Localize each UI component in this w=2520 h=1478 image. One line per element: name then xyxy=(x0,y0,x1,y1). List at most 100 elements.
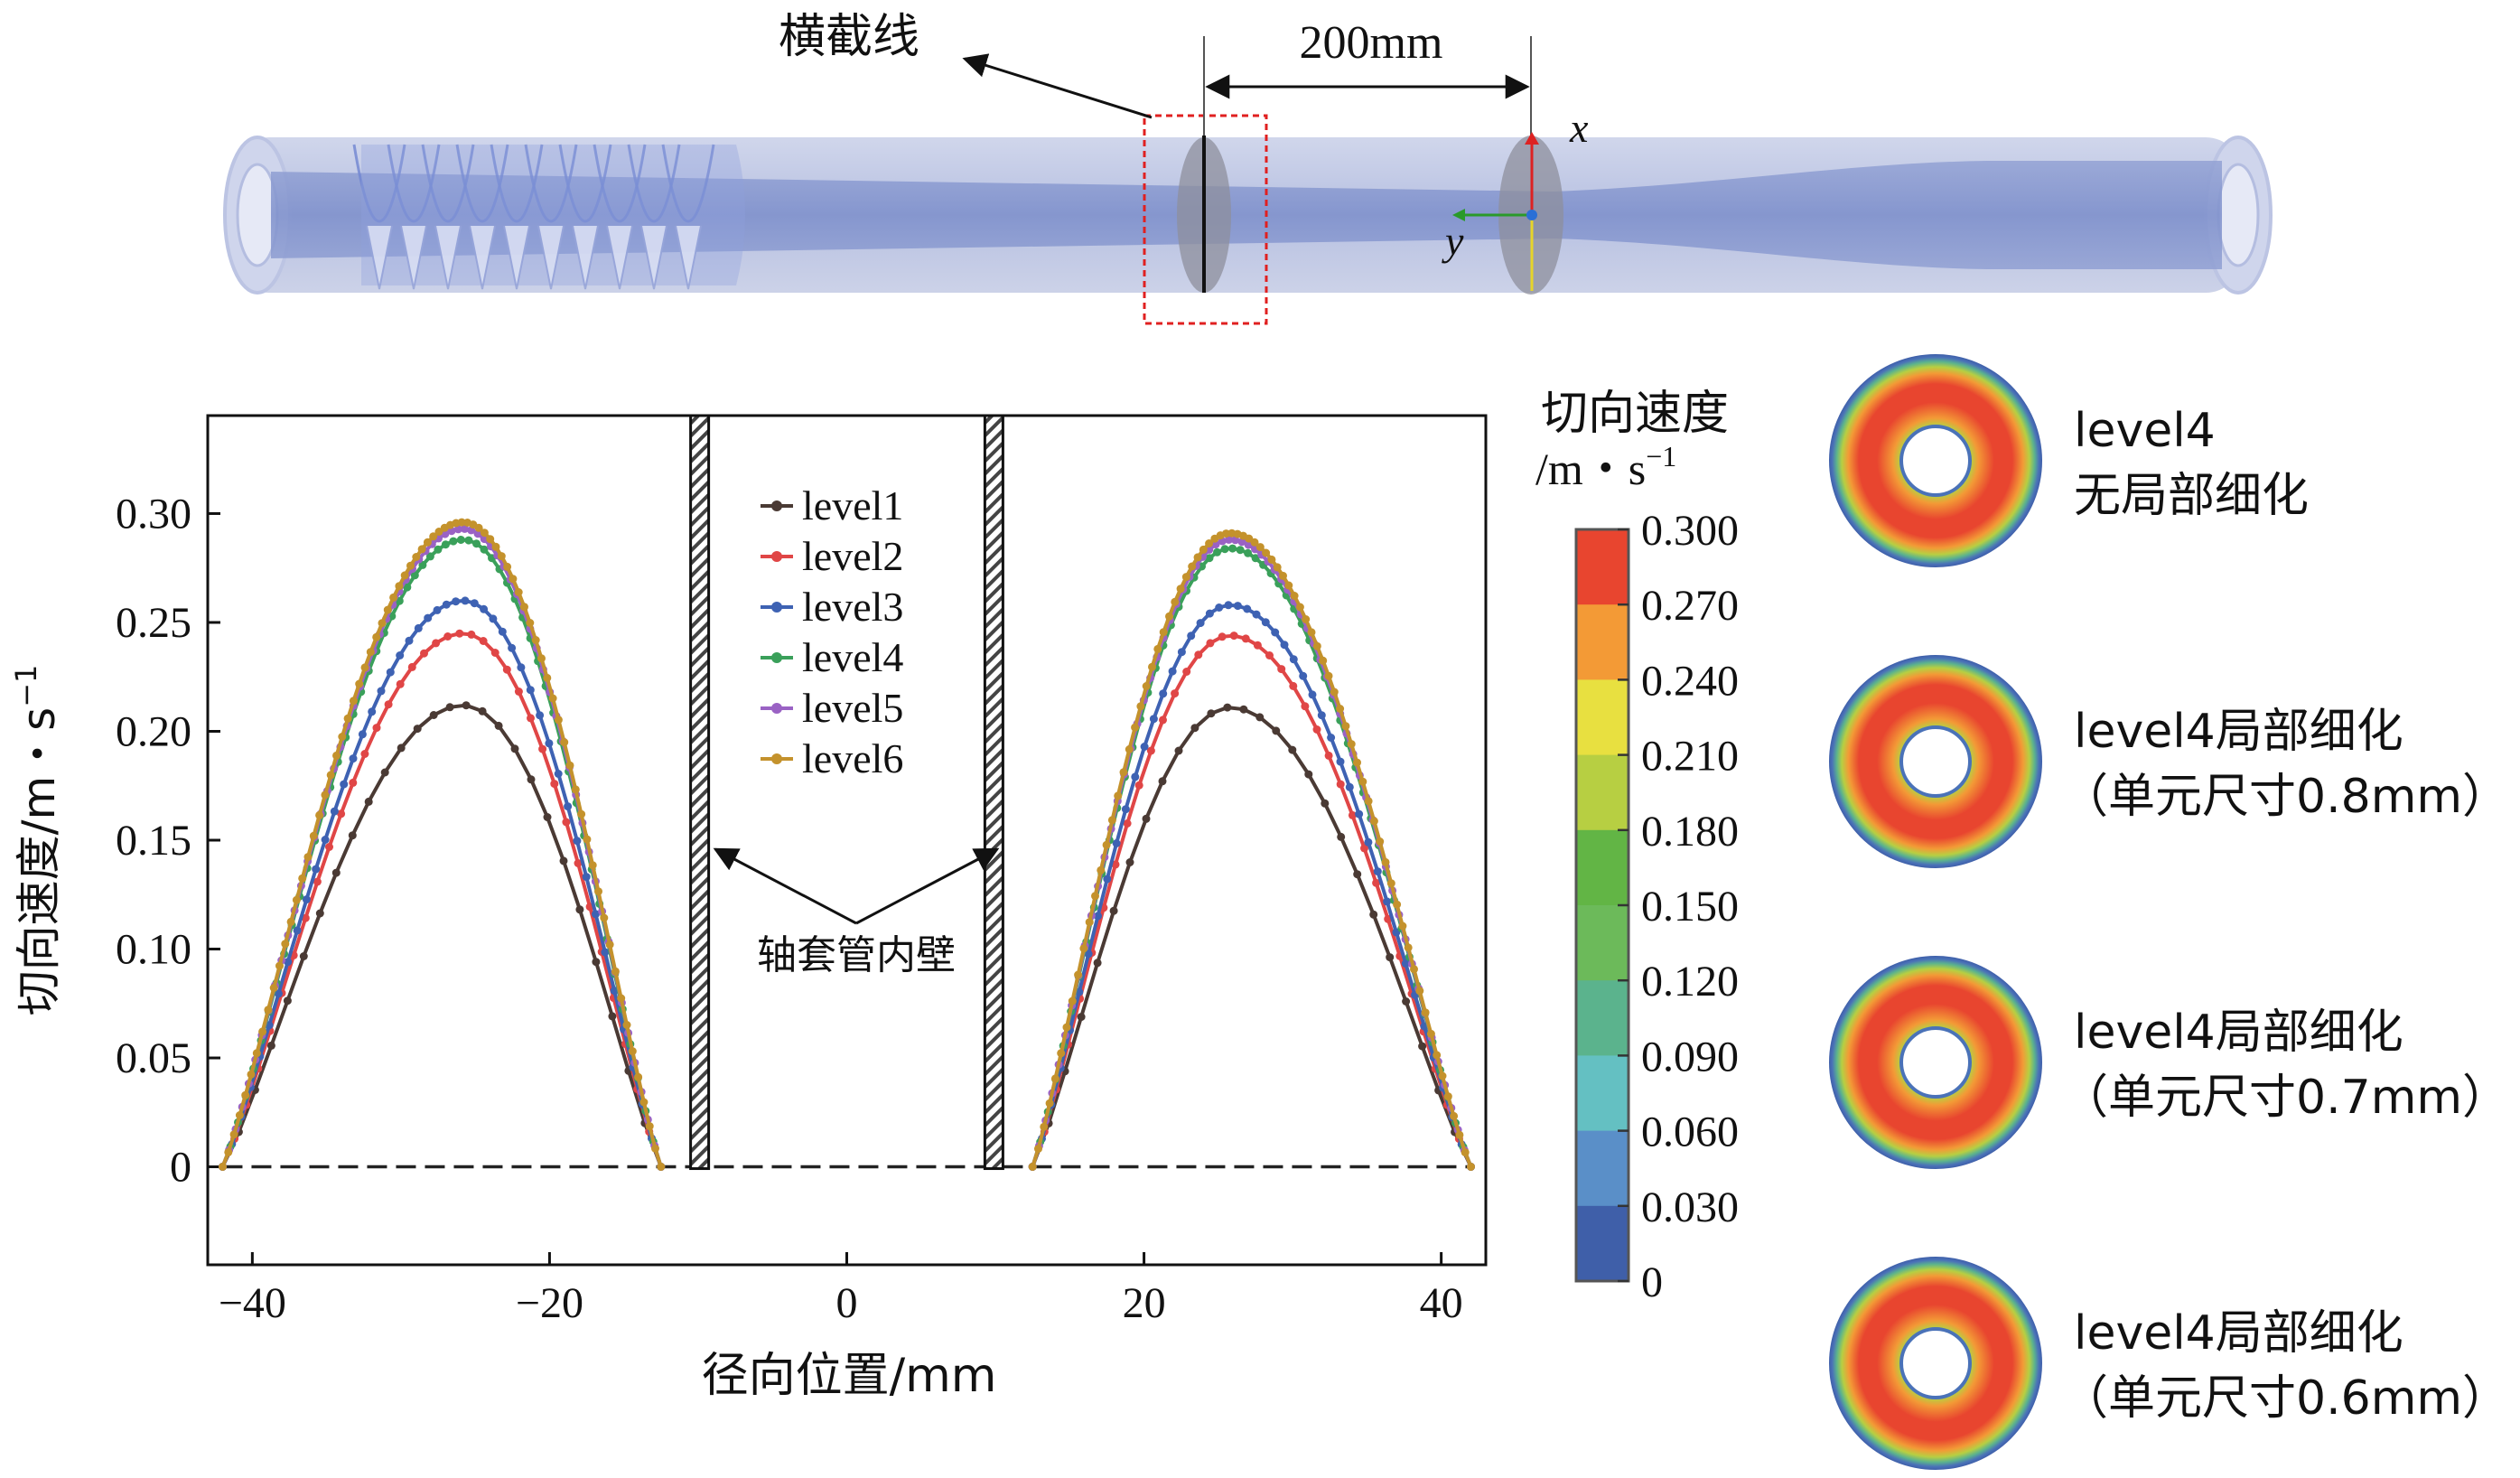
colorbar-band xyxy=(1576,980,1629,1056)
data-point xyxy=(1107,816,1116,825)
data-point xyxy=(1386,879,1395,888)
data-point xyxy=(337,809,346,819)
colorbar-tick-label: 0.090 xyxy=(1641,1033,1739,1080)
data-point xyxy=(592,910,600,919)
colorbar-band xyxy=(1576,529,1629,605)
data-point xyxy=(312,865,321,874)
y-axis-label-main: 切向速度/m・s xyxy=(13,707,65,1016)
contour-label-line1: level4 xyxy=(2074,404,2216,458)
wall-arrow-right xyxy=(855,847,1000,925)
helical-blade-housing xyxy=(361,145,745,285)
data-point xyxy=(480,529,489,538)
data-point xyxy=(1461,1148,1470,1157)
data-point xyxy=(478,706,487,716)
data-point xyxy=(1433,1051,1442,1060)
data-point xyxy=(1084,949,1093,959)
data-point xyxy=(1250,538,1259,547)
data-point xyxy=(461,524,469,533)
data-point xyxy=(1336,757,1345,766)
contour-panels: level4无局部细化level4局部细化（单元尺寸0.8mm）level4局部… xyxy=(1829,354,2509,1470)
data-point xyxy=(434,528,443,536)
y-tick-label: 0 xyxy=(170,1144,191,1192)
data-point xyxy=(264,1006,273,1015)
x-tick-label: 0 xyxy=(836,1279,858,1327)
data-point xyxy=(1218,632,1227,641)
data-point xyxy=(453,525,462,534)
data-point xyxy=(1102,840,1111,849)
data-point xyxy=(474,523,483,532)
data-point xyxy=(1181,573,1190,582)
data-point xyxy=(1119,768,1128,777)
data-point xyxy=(1050,1074,1059,1083)
data-point xyxy=(1153,644,1162,653)
data-point xyxy=(298,874,307,883)
data-point xyxy=(396,651,405,659)
data-point xyxy=(423,538,432,547)
data-point xyxy=(1244,548,1253,557)
data-point xyxy=(1255,543,1265,552)
series-line xyxy=(220,527,663,1168)
data-point xyxy=(252,1049,261,1058)
helical-blade xyxy=(572,225,599,290)
data-point xyxy=(657,1163,666,1171)
data-point xyxy=(601,948,610,957)
data-point xyxy=(1109,906,1118,915)
data-point xyxy=(1148,662,1156,671)
colorbar-tick-label: 0.150 xyxy=(1641,883,1739,931)
data-point xyxy=(332,751,341,760)
data-point xyxy=(1168,667,1177,676)
data-point xyxy=(299,952,308,960)
colorbar-tick-label: 0.030 xyxy=(1641,1183,1739,1231)
data-point xyxy=(1438,1071,1447,1080)
data-point xyxy=(497,552,506,561)
axis-y-label: y xyxy=(1442,218,1464,264)
data-point xyxy=(284,958,293,967)
data-point xyxy=(543,673,552,682)
legend-swatch-marker xyxy=(771,703,782,714)
data-point xyxy=(1111,860,1120,869)
data-point xyxy=(433,605,442,614)
velocity-chart: 0 0.05 0.10 0.15 0.20 0.25 0.30 −40 −20 0 20 40 le… xyxy=(9,414,1488,1403)
data-point xyxy=(1229,631,1238,641)
data-point xyxy=(1034,1145,1042,1154)
data-point xyxy=(479,637,488,645)
data-point xyxy=(349,697,358,706)
data-point xyxy=(520,603,528,612)
series-line xyxy=(220,631,663,1168)
data-point xyxy=(467,630,476,639)
legend-swatch-marker xyxy=(771,753,782,764)
legend-swatch-marker xyxy=(771,652,782,663)
data-point xyxy=(1040,1122,1049,1131)
data-point xyxy=(571,785,580,794)
data-point xyxy=(480,604,489,613)
data-point xyxy=(292,895,301,904)
y-tick-label: 0.10 xyxy=(116,926,191,974)
data-point xyxy=(583,835,592,844)
contour-label-line2: （单元尺寸0.7mm） xyxy=(2061,1071,2509,1125)
colorbar-band xyxy=(1576,679,1629,756)
data-point xyxy=(608,1012,617,1021)
data-point xyxy=(1324,671,1333,680)
helical-blade xyxy=(524,144,578,223)
series-line xyxy=(1031,531,1473,1168)
contour-ring-hole xyxy=(1899,425,1972,497)
helical-blade xyxy=(352,144,406,223)
y-tick-label: 0.20 xyxy=(116,707,191,755)
data-point xyxy=(1093,959,1102,968)
data-point xyxy=(1159,628,1168,637)
data-point xyxy=(269,984,278,992)
data-point xyxy=(1312,641,1321,650)
data-point xyxy=(395,582,404,591)
data-point xyxy=(1057,1049,1066,1058)
data-point xyxy=(1301,702,1310,711)
data-point xyxy=(536,711,545,720)
helical-blades xyxy=(352,144,745,290)
data-point xyxy=(537,654,546,663)
helical-blade xyxy=(469,225,496,290)
data-point xyxy=(340,780,349,789)
series-level4 xyxy=(219,536,1475,1171)
data-point xyxy=(645,1122,654,1131)
data-point xyxy=(562,818,571,827)
data-point xyxy=(1077,1013,1086,1022)
data-point xyxy=(527,714,535,723)
